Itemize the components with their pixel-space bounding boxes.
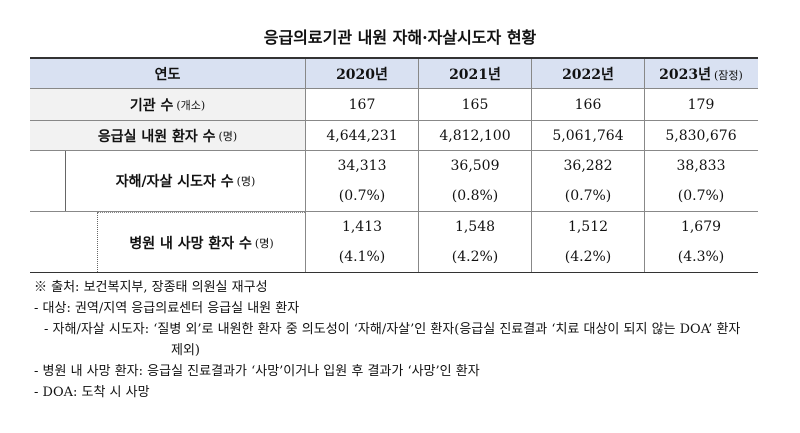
value-cell: 4,644,231: [305, 121, 418, 150]
note: - DOA: 도착 시 사망: [34, 385, 150, 400]
share: (0.7%): [564, 188, 612, 204]
note: - 대상: 권역/지역 응급의료센터 응급실 내원 환자: [34, 301, 300, 316]
value: 4,812,100: [439, 127, 511, 144]
value: 36,282: [563, 158, 613, 174]
value: 179: [687, 96, 715, 113]
row-label-cell: 자해/자살 시도자 수 (명): [30, 151, 305, 211]
value: 1,413: [341, 219, 383, 235]
row-label-cell: 기관 수 (개소): [30, 89, 305, 120]
value-cell: 179: [644, 89, 757, 120]
row-unit: (명): [254, 236, 274, 250]
row-unit: (개소): [176, 98, 206, 112]
year: 2023년: [659, 66, 712, 83]
table-row: 자해/자살 시도자 수 (명) 34,313 (0.7%) 36,509 (0.8%) 36…: [30, 151, 758, 212]
value-cell: 36,282 (0.7%): [531, 151, 644, 211]
table-row: 병원 내 사망 환자 수 (명) 1,413 (4.1%) 1,548 (4.2%) 1,5…: [30, 212, 758, 272]
row-label-cell: 응급실 내원 환자 수 (명): [30, 121, 305, 150]
share: (4.1%): [338, 249, 386, 265]
value: 4,644,231: [326, 127, 398, 144]
share: (0.7%): [338, 188, 386, 204]
note: - 병원 내 사망 환자: 응급실 진료결과가 ‘사망’이거나 입원 후 결과가…: [34, 364, 480, 379]
value-cell: 167: [305, 89, 418, 120]
value: 167: [348, 96, 376, 113]
value-cell: 4,812,100: [418, 121, 531, 150]
share: (0.8%): [451, 188, 499, 204]
header-label: 연도: [154, 66, 181, 83]
header-cell: 2020년: [305, 59, 418, 88]
table: 연도 2020년 2021년 2022년 2023년 (잠정) 기관 수 (개소) 167 165…: [30, 57, 758, 273]
value: 165: [461, 96, 489, 113]
value-cell: 1,512 (4.2%): [531, 212, 644, 272]
year-note: (잠정): [714, 68, 743, 82]
note: - 자해/자살 시도자: ‘질병 외’로 내원한 환자 중 의도성이 ‘자해/자…: [44, 322, 741, 358]
value-cell: 166: [531, 89, 644, 120]
row-unit: (명): [218, 129, 238, 143]
row-unit: (명): [236, 175, 256, 188]
indent-border: 자해/자살 시도자 수 (명): [65, 151, 305, 211]
year: 2021년: [449, 66, 501, 83]
value-cell: 1,548 (4.2%): [418, 212, 531, 272]
header-text: 2023년 (잠정): [659, 64, 743, 84]
value-cell: 165: [418, 89, 531, 120]
row-label: 응급실 내원 환자 수: [97, 128, 216, 145]
value-cell: 38,833 (0.7%): [644, 151, 757, 211]
row-label-cell: 병원 내 사망 환자 수 (명): [30, 212, 305, 272]
share: (4.3%): [677, 249, 725, 265]
value-cell: 5,830,676: [644, 121, 757, 150]
value: 34,313: [337, 158, 387, 174]
value: 1,679: [680, 219, 722, 235]
header-cell: 2021년: [418, 59, 531, 88]
value: 166: [574, 96, 602, 113]
value-cell: 36,509 (0.8%): [418, 151, 531, 211]
note: ※ 출처: 보건복지부, 장종태 의원실 재구성: [34, 280, 268, 295]
header-row: 연도 2020년 2021년 2022년 2023년 (잠정): [30, 59, 758, 89]
share: (0.7%): [677, 188, 725, 204]
header-text: 2021년: [449, 64, 501, 84]
indent-border: 병원 내 사망 환자 수 (명): [97, 212, 305, 272]
row-label: 병원 내 사망 환자 수: [129, 235, 252, 252]
value-cell: 34,313 (0.7%): [305, 151, 418, 211]
value-cell: 1,413 (4.1%): [305, 212, 418, 272]
notes: ※ 출처: 보건복지부, 장종태 의원실 재구성 - 대상: 권역/지역 응급의료…: [34, 277, 754, 403]
share: (4.2%): [451, 249, 499, 265]
header-text: 2020년: [336, 64, 388, 84]
year: 2020년: [336, 66, 388, 83]
value: 5,061,764: [552, 127, 624, 144]
table-row: 기관 수 (개소) 167 165 166 179: [30, 89, 758, 121]
header-cell: 2022년: [531, 59, 644, 88]
header-text: 2022년: [562, 64, 614, 84]
table-title: 응급의료기관 내원 자해·자살시도자 현황: [263, 28, 537, 47]
share: (4.2%): [564, 249, 612, 265]
value: 1,512: [567, 219, 609, 235]
value: 36,509: [450, 158, 500, 174]
row-label: 자해/자살 시도자 수: [115, 174, 234, 190]
year: 2022년: [562, 66, 614, 83]
row-label: 기관 수: [129, 97, 174, 114]
value-cell: 1,679 (4.3%): [644, 212, 757, 272]
header-cell: 2023년 (잠정): [644, 59, 757, 88]
table-row: 응급실 내원 환자 수 (명) 4,644,231 4,812,100 5,061,76…: [30, 121, 758, 151]
value: 1,548: [454, 219, 496, 235]
value: 5,830,676: [665, 127, 737, 144]
value: 38,833: [676, 158, 726, 174]
value-cell: 5,061,764: [531, 121, 644, 150]
